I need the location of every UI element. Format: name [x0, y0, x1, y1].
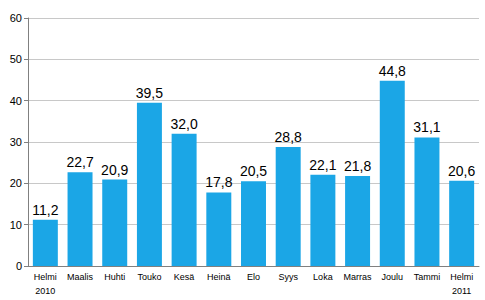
svg-text:30: 30 — [10, 136, 22, 148]
svg-text:2011: 2011 — [452, 286, 471, 296]
svg-text:Huhti: Huhti — [104, 272, 125, 282]
svg-text:32,0: 32,0 — [170, 116, 197, 132]
svg-text:20,5: 20,5 — [240, 163, 267, 179]
svg-text:22,7: 22,7 — [66, 154, 93, 170]
svg-text:Helmi: Helmi — [34, 272, 57, 282]
svg-text:Heinä: Heinä — [207, 272, 231, 282]
svg-text:17,8: 17,8 — [205, 174, 232, 190]
svg-text:44,8: 44,8 — [379, 63, 406, 79]
svg-text:40: 40 — [10, 95, 22, 107]
svg-text:Touko: Touko — [137, 272, 161, 282]
svg-text:Marras: Marras — [344, 272, 373, 282]
svg-text:20: 20 — [10, 177, 22, 189]
svg-text:Elo: Elo — [247, 272, 260, 282]
svg-text:Tammi: Tammi — [414, 272, 441, 282]
svg-text:11,2: 11,2 — [32, 202, 58, 218]
svg-text:Syys: Syys — [278, 272, 298, 282]
svg-text:28,8: 28,8 — [275, 129, 302, 145]
svg-text:Maalis: Maalis — [67, 272, 94, 282]
svg-text:31,1: 31,1 — [413, 119, 440, 135]
svg-text:21,8: 21,8 — [344, 158, 371, 174]
svg-text:Loka: Loka — [313, 272, 333, 282]
svg-text:50: 50 — [10, 53, 22, 65]
svg-text:Helmi: Helmi — [450, 272, 473, 282]
svg-text:Kesä: Kesä — [174, 272, 195, 282]
svg-text:Joulu: Joulu — [382, 272, 404, 282]
svg-text:60: 60 — [10, 12, 22, 24]
svg-text:0: 0 — [16, 260, 22, 272]
svg-text:20,6: 20,6 — [448, 163, 475, 179]
svg-text:22,1: 22,1 — [309, 157, 336, 173]
svg-text:39,5: 39,5 — [136, 85, 163, 101]
svg-text:10: 10 — [10, 219, 22, 231]
svg-text:20,9: 20,9 — [101, 162, 128, 178]
svg-text:2010: 2010 — [35, 286, 55, 296]
